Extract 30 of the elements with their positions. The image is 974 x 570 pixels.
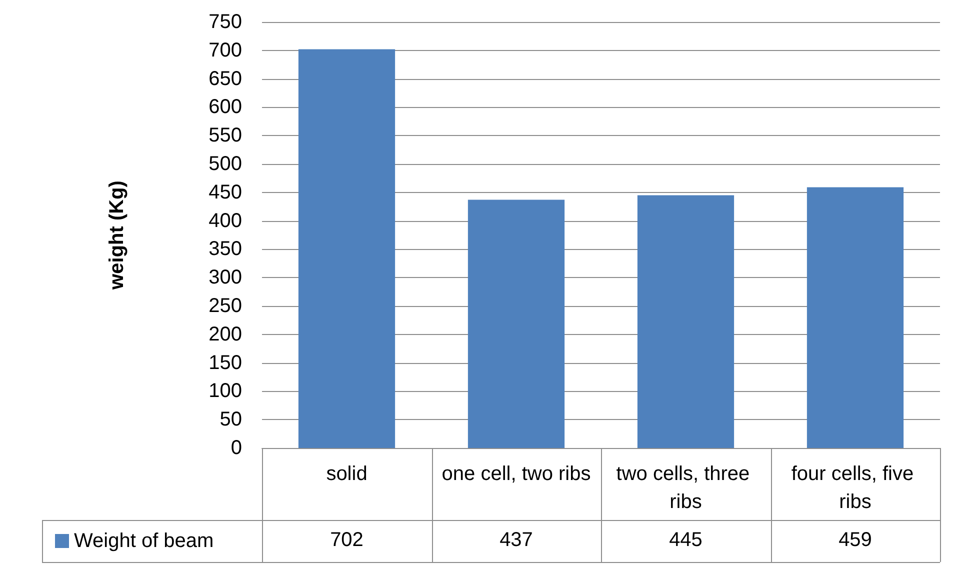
y-tick-label: 50: [220, 408, 242, 431]
bar: [637, 195, 734, 448]
y-tick-label: 650: [208, 68, 242, 90]
y-axis-title: weight (Kg): [106, 180, 128, 290]
y-tick-label: 150: [208, 352, 242, 374]
data-label: 702: [330, 529, 364, 552]
data-label: 445: [669, 529, 702, 552]
x-tick-label: four cells, five ribs: [791, 463, 920, 513]
y-tick-label: 500: [208, 153, 242, 175]
y-tick-label: 250: [208, 295, 242, 317]
data-label: 437: [500, 529, 533, 552]
y-tick-label: 0: [230, 437, 242, 459]
y-tick-label: 700: [208, 39, 242, 62]
data-label: 459: [838, 529, 872, 552]
y-tick-label: 750: [208, 11, 242, 33]
x-tick-label: two cells, three ribs: [616, 463, 756, 513]
y-tick-label: 300: [208, 266, 242, 289]
y-tick-label: 200: [208, 323, 242, 346]
x-tick-label: one cell, two ribs: [442, 463, 591, 485]
x-tick-label: solid: [326, 463, 368, 485]
y-tick-label: 400: [208, 210, 242, 232]
y-tick-label: 100: [208, 380, 242, 402]
bar: [298, 49, 396, 448]
y-tick-label: 600: [208, 96, 242, 118]
y-tick-label: 450: [208, 181, 242, 204]
bar: [468, 200, 565, 448]
legend-label: Weight of beam: [74, 530, 214, 552]
y-tick-label: 550: [208, 124, 242, 147]
y-tick-label: 350: [208, 238, 242, 260]
bar: [806, 187, 904, 448]
